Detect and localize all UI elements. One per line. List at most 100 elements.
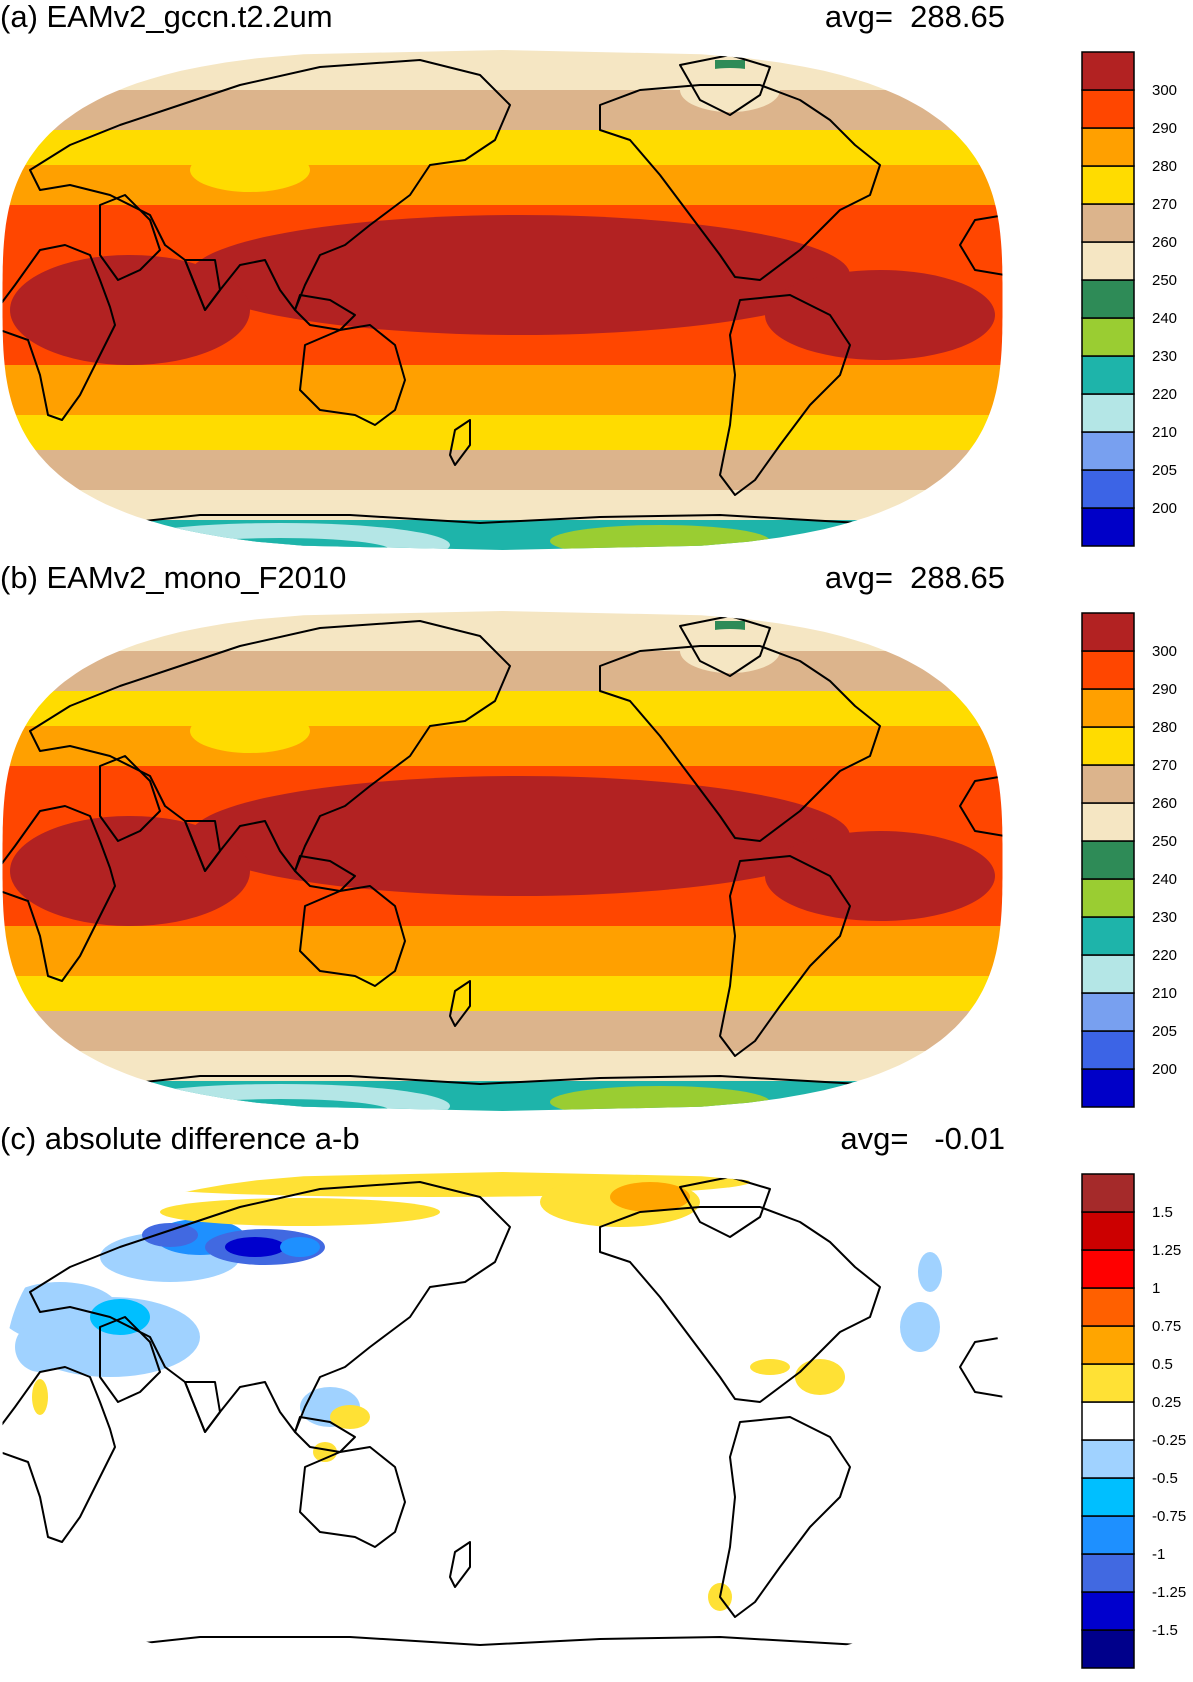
colorbar-box (1081, 241, 1135, 281)
colorbar: 200 205 210 220 230 240 250 260 270 280 290 300 (1081, 51, 1192, 551)
colorbar-label: 200 (1152, 1061, 1177, 1078)
colorbar-box (1081, 1068, 1135, 1108)
colorbar-box (1081, 393, 1135, 433)
colorbar-label: 205 (1152, 462, 1177, 479)
colorbar-label: 270 (1152, 196, 1177, 213)
colorbar-svg: 200 205 210 220 230 240 250 260 270 280 290 300 (1081, 612, 1177, 1108)
colorbar-label: 205 (1152, 1023, 1177, 1040)
panel-average: avg= 288.65 (824, 0, 1005, 34)
coastline-india (184, 820, 221, 872)
panel-average: avg= -0.01 (840, 1121, 1005, 1156)
colorbar-label: 260 (1152, 234, 1177, 251)
colorbar-label: 250 (1152, 272, 1177, 289)
colorbar-label: 1.25 (1152, 1242, 1181, 1259)
colorbar-svg: -1.5 -1.25 -1 -0.75 -0.5 -0.25 0.25 0.5 0.75 1 1.2… (1081, 1173, 1186, 1669)
colorbar-label: -0.5 (1152, 1470, 1178, 1487)
coastline-arabia (99, 1316, 161, 1403)
coastline-arabia (99, 194, 161, 281)
coastline-samerica (719, 294, 851, 496)
colorbar: 200 205 210 220 230 240 250 260 270 280 290 300 (1081, 612, 1192, 1112)
colorbar-label: 300 (1152, 82, 1177, 99)
difference-map (0, 1167, 1005, 1682)
colorbar-label: 290 (1152, 120, 1177, 137)
colorbar-box (1081, 1439, 1135, 1479)
colorbar-label: 280 (1152, 158, 1177, 175)
coastline-india (184, 1381, 221, 1433)
colorbar-box (1081, 612, 1135, 652)
panel-title: (b) EAMv2_mono_F2010 (0, 560, 347, 595)
temperature-map (0, 606, 1005, 1121)
coastline-europe (959, 214, 1003, 276)
colorbar-label: 0.5 (1152, 1356, 1173, 1373)
colorbar-box (1081, 878, 1135, 918)
colorbar-box (1081, 764, 1135, 804)
colorbar-label: 240 (1152, 310, 1177, 327)
colorbar-box (1081, 1249, 1135, 1289)
colorbar-label: 280 (1152, 719, 1177, 736)
colorbar-box (1081, 127, 1135, 167)
colorbar-box (1081, 726, 1135, 766)
colorbar-box (1081, 1030, 1135, 1070)
panel-a: (a) EAMv2_gccn.t2.2um avg= 288.65 200 205… (0, 0, 1193, 560)
colorbar-box (1081, 89, 1135, 129)
colorbar-box (1081, 992, 1135, 1032)
field-shading (2, 50, 1003, 550)
coastline-eurasia (29, 1181, 511, 1433)
colorbar-box (1081, 431, 1135, 471)
coastline-nz (449, 980, 471, 1027)
colorbar-label: 1 (1152, 1280, 1160, 1297)
map-svg (2, 611, 1003, 1111)
colorbar-box (1081, 1553, 1135, 1593)
colorbar-box (1081, 1515, 1135, 1555)
colorbar-label: -1.25 (1152, 1584, 1186, 1601)
coastline-arabia (99, 755, 161, 842)
colorbar-label: 200 (1152, 500, 1177, 517)
colorbar-label: 300 (1152, 643, 1177, 660)
colorbar-box (1081, 279, 1135, 319)
panel-title: (a) EAMv2_gccn.t2.2um (0, 0, 333, 34)
colorbar-box (1081, 1401, 1135, 1441)
colorbar-label: 270 (1152, 757, 1177, 774)
coastline-europe (959, 1336, 1003, 1398)
colorbar-label: -1.5 (1152, 1622, 1178, 1639)
field-shading (2, 611, 1003, 1111)
colorbar-label: 210 (1152, 424, 1177, 441)
colorbar-box (1081, 1477, 1135, 1517)
colorbar-box (1081, 203, 1135, 243)
colorbar-box (1081, 1211, 1135, 1251)
coastline-africa (2, 1366, 116, 1543)
map-svg (2, 1172, 1003, 1672)
colorbar-box (1081, 1591, 1135, 1631)
colorbar-box (1081, 355, 1135, 395)
colorbar-label: 250 (1152, 833, 1177, 850)
colorbar-label: 260 (1152, 795, 1177, 812)
panel-b: (b) EAMv2_mono_F2010 avg= 288.65 200 205 2… (0, 561, 1193, 1121)
coastline-australia (299, 885, 406, 987)
colorbar-label: 230 (1152, 348, 1177, 365)
colorbar-label: 0.25 (1152, 1394, 1181, 1411)
colorbar-label: 220 (1152, 386, 1177, 403)
colorbar-box (1081, 954, 1135, 994)
coastline-eurasia (29, 620, 511, 872)
colorbar-box (1081, 840, 1135, 880)
colorbar-box (1081, 1325, 1135, 1365)
colorbar-box (1081, 802, 1135, 842)
coastline-samerica (719, 855, 851, 1057)
field-shading (2, 1172, 1003, 1672)
panel-title: (c) absolute difference a-b (0, 1121, 360, 1156)
coastline-australia (299, 1446, 406, 1548)
coastline-antarctica (2, 1636, 1001, 1672)
coastlines (2, 1176, 1003, 1672)
colorbar-box (1081, 1287, 1135, 1327)
colorbar: -1.5 -1.25 -1 -0.75 -0.5 -0.25 0.25 0.5 0.75 1 1.2… (1081, 1173, 1192, 1673)
colorbar-svg: 200 205 210 220 230 240 250 260 270 280 290 300 (1081, 51, 1177, 547)
map-svg (2, 50, 1003, 550)
colorbar-box (1081, 317, 1135, 357)
coastline-samerica (719, 1416, 851, 1618)
coastline-africa (2, 244, 116, 421)
colorbar-label: 220 (1152, 947, 1177, 964)
coastlines (2, 615, 1003, 1111)
colorbar-box (1081, 1173, 1135, 1213)
coastline-antarctica (2, 1075, 1001, 1111)
panel-average: avg= 288.65 (824, 560, 1005, 595)
